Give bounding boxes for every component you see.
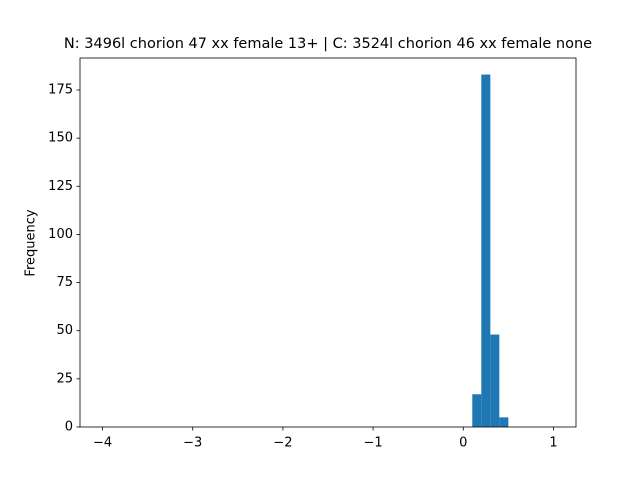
x-tick-label: −1 [364,436,383,451]
x-tick-label: 0 [459,436,467,451]
y-tick-label: 0 [65,420,73,435]
bar [472,394,482,427]
plot-frame [79,57,577,428]
x-tick-label: −2 [273,436,292,451]
x-tick-label: −3 [183,436,202,451]
y-tick-label: 25 [56,371,73,386]
y-tick-label: 150 [48,131,73,146]
y-tick-label: 175 [48,82,73,97]
y-tick-label: 100 [48,227,73,242]
y-axis-label: Frequency [24,209,39,276]
y-tick-label: 50 [56,323,73,338]
y-tick-label: 75 [56,275,73,290]
bar [490,334,500,427]
bar [481,74,491,428]
x-tick-label: −4 [93,436,112,451]
y-tick-label: 125 [48,179,73,194]
chart-title: N: 3496l chorion 47 xx female 13+ | C: 3… [64,36,592,52]
x-tick-label: 1 [549,436,557,451]
bar [499,417,509,427]
